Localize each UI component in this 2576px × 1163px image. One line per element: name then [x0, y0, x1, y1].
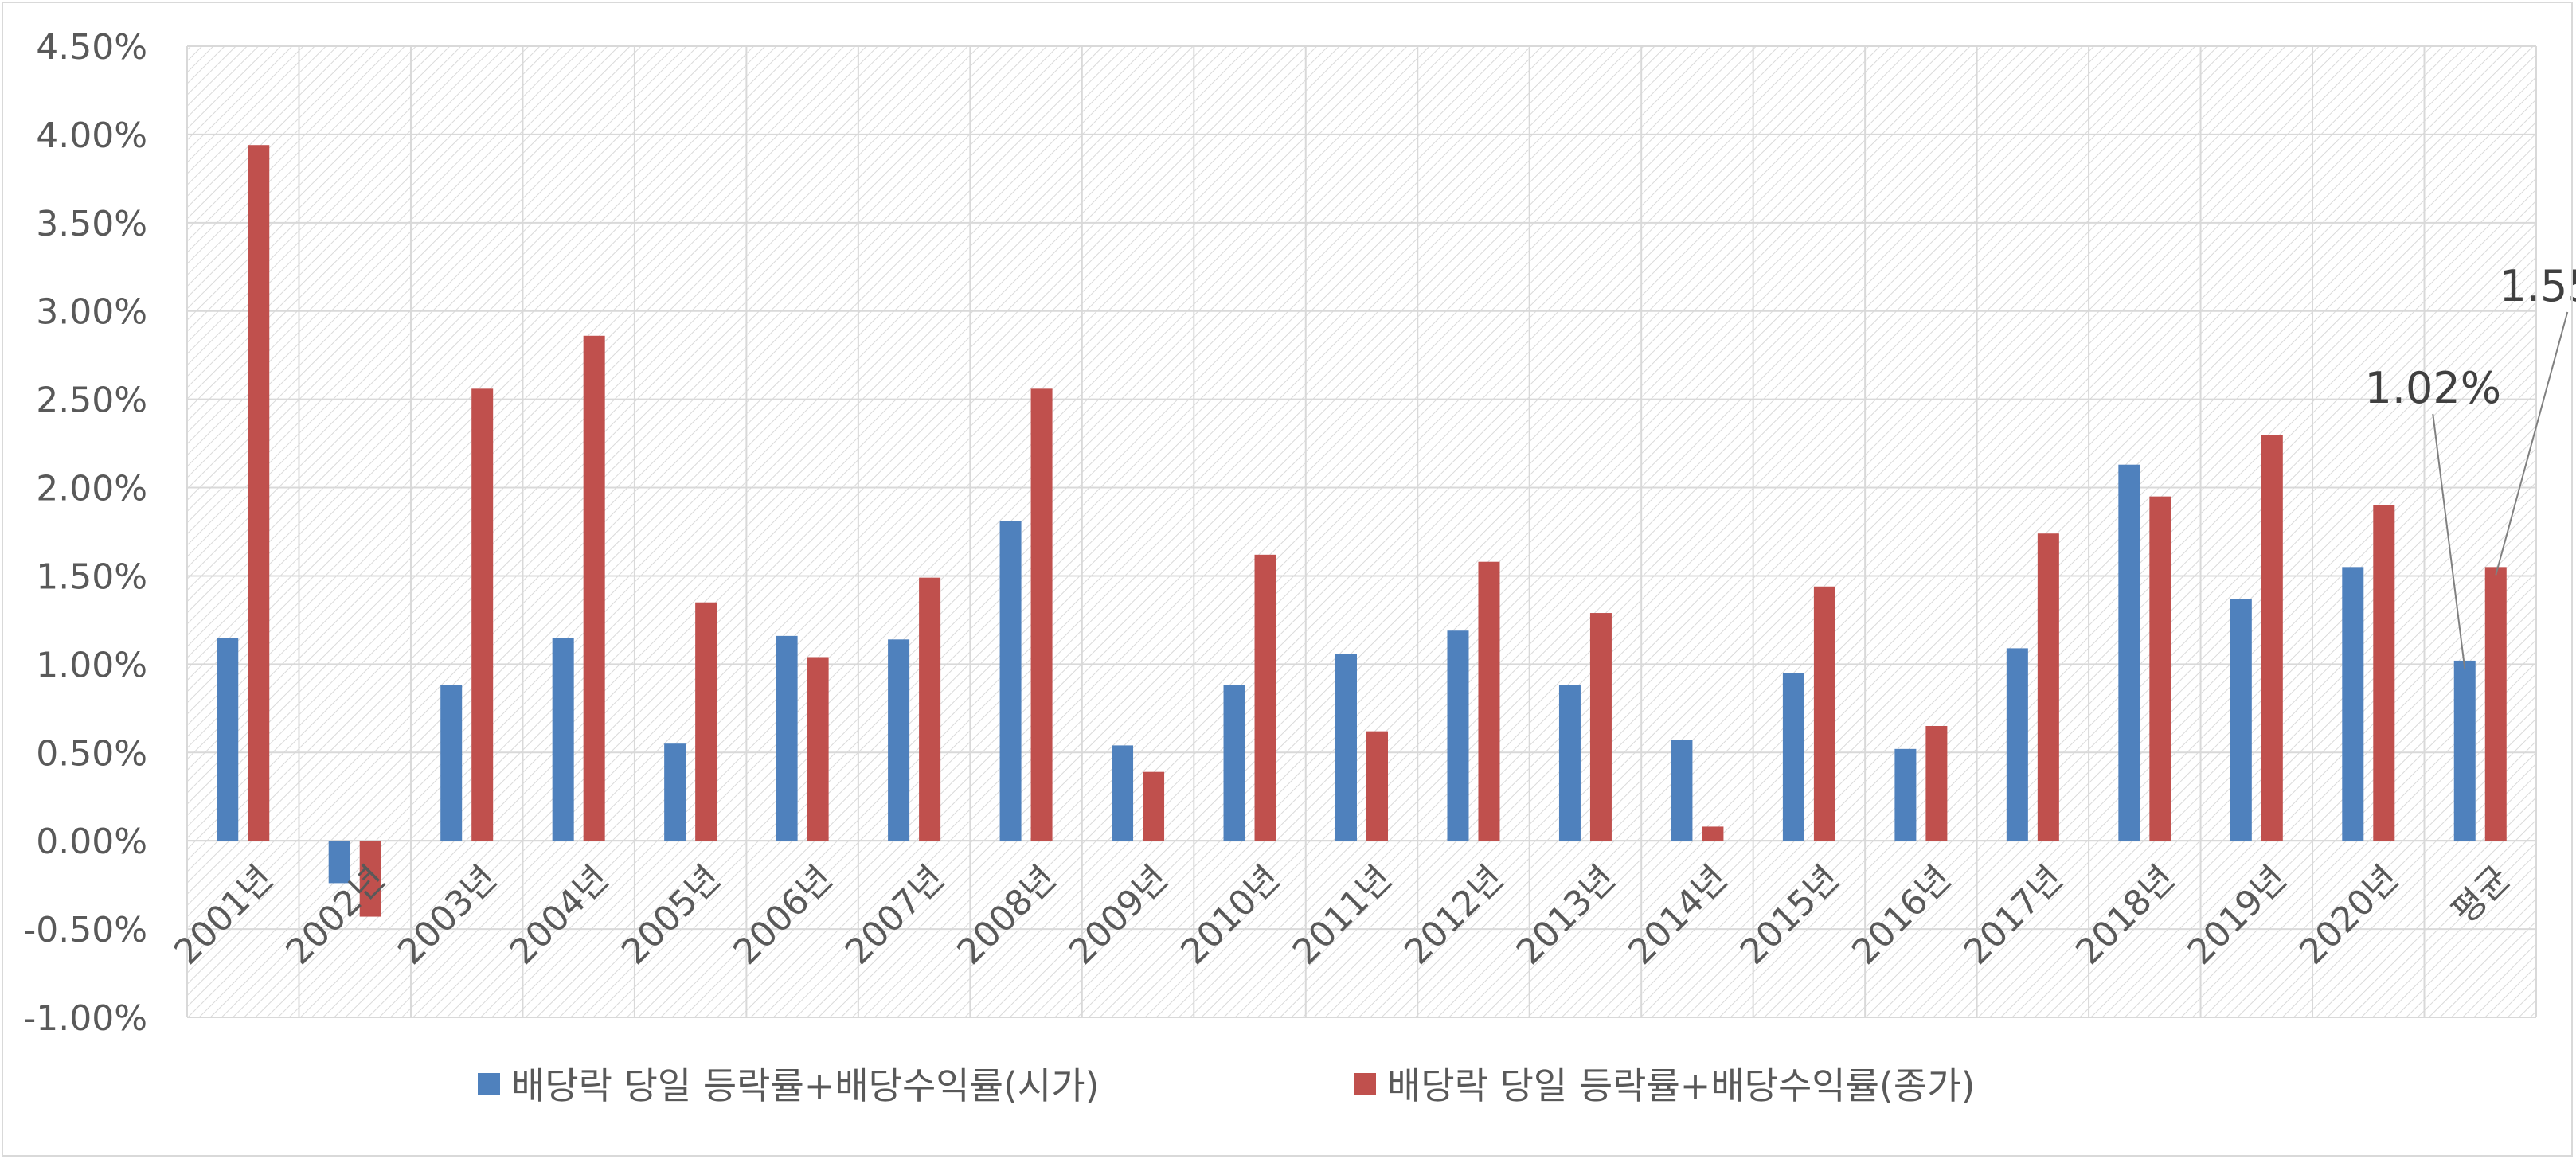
bar — [1030, 388, 1053, 841]
bar — [2118, 464, 2140, 841]
y-tick-label: -0.50% — [23, 910, 147, 950]
annotation-leader — [2495, 311, 2569, 576]
bar — [1589, 613, 1612, 841]
bar — [1335, 654, 1357, 841]
annotations: 1.02% 1.55% — [2364, 261, 2576, 669]
bar — [2037, 533, 2059, 841]
legend-swatch — [1354, 1073, 1376, 1095]
bar — [359, 841, 381, 917]
y-tick-label: 0.50% — [36, 733, 147, 774]
bar — [2149, 496, 2171, 841]
bar — [471, 388, 494, 841]
bar — [1925, 726, 1948, 841]
bar — [1223, 685, 1245, 841]
bar — [1254, 554, 1276, 841]
bar — [919, 577, 941, 841]
plot-area — [187, 46, 2536, 1017]
bar — [807, 657, 829, 841]
bar — [1112, 745, 1134, 841]
bar — [552, 638, 574, 841]
bar — [888, 639, 910, 841]
bar — [1813, 586, 1835, 841]
y-tick-label: 3.50% — [36, 204, 147, 244]
bar — [328, 841, 350, 884]
bar — [2230, 599, 2252, 841]
annotation-leader — [2432, 413, 2466, 669]
bar — [776, 635, 798, 841]
legend-swatch — [478, 1073, 500, 1095]
bar — [695, 602, 717, 841]
legend-label: 배당락 당일 등락률+배당수익률(종가) — [1387, 1064, 1975, 1107]
bar — [1478, 561, 1500, 841]
legend-label: 배당락 당일 등락률+배당수익률(시가) — [511, 1064, 1099, 1107]
bar — [217, 638, 239, 841]
bar — [1366, 731, 1388, 841]
y-axis-ticks: -1.00% -0.50% 0.00% 0.50% 1.00% 1.50% 2.00% 2.5… — [23, 27, 147, 1039]
bar — [2453, 660, 2476, 841]
bar — [1447, 630, 1469, 841]
bar — [2373, 505, 2395, 841]
bar — [1894, 748, 1917, 841]
annotation-label: 1.02% — [2364, 363, 2501, 413]
bar — [1702, 826, 1724, 841]
gridlines — [186, 45, 2537, 1018]
bar — [999, 521, 1022, 841]
bar — [1558, 685, 1581, 841]
bar — [248, 145, 270, 841]
y-tick-label: 2.50% — [36, 381, 147, 421]
bar — [2006, 648, 2028, 841]
bar — [1671, 740, 1693, 841]
bars — [217, 145, 2507, 917]
y-tick-label: 1.00% — [36, 645, 147, 685]
y-tick-label: -1.00% — [23, 998, 147, 1039]
bar — [583, 335, 605, 841]
bar — [440, 685, 463, 841]
legend: 배당락 당일 등락률+배당수익률(시가) 배당락 당일 등락률+배당수익률(종가) — [478, 1064, 1975, 1107]
y-tick-label: 1.50% — [36, 556, 147, 597]
y-tick-label: 3.00% — [36, 292, 147, 333]
bar — [2261, 435, 2283, 841]
bar — [2484, 567, 2507, 841]
bar — [1782, 673, 1804, 841]
annotation-label: 1.55% — [2499, 261, 2576, 311]
bar — [664, 743, 686, 841]
y-tick-label: 2.00% — [36, 469, 147, 509]
bar — [1143, 771, 1165, 841]
bar — [2342, 567, 2364, 841]
y-tick-label: 0.00% — [36, 822, 147, 862]
y-tick-label: 4.50% — [36, 27, 147, 68]
y-tick-label: 4.00% — [36, 115, 147, 156]
